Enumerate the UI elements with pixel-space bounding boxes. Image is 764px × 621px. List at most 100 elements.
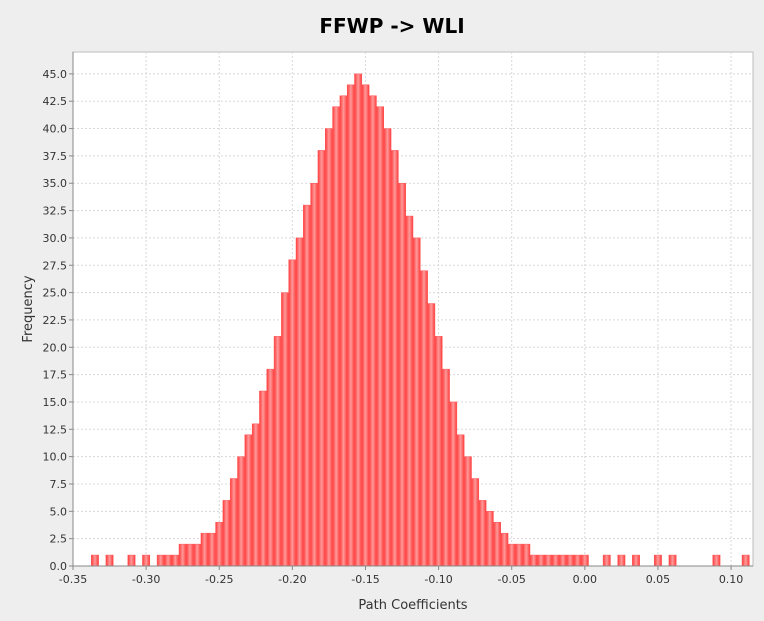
y-axis-label: Frequency bbox=[21, 275, 36, 342]
x-tick-label: -0.25 bbox=[205, 573, 233, 586]
x-axis-label: Path Coefficients bbox=[358, 598, 467, 613]
histogram-bar bbox=[303, 204, 311, 567]
x-tick-label: -0.30 bbox=[132, 573, 160, 586]
histogram-bar bbox=[580, 554, 589, 567]
histogram-bar bbox=[478, 500, 487, 567]
histogram-bar bbox=[354, 73, 363, 567]
histogram-bar bbox=[266, 368, 275, 567]
x-axis-ticks: -0.35 -0.30 -0.25 -0.20 -0.15 -0.10 -0.05 0.00 0… bbox=[59, 566, 744, 586]
histogram-bar bbox=[91, 554, 99, 567]
x-tick-label: -0.20 bbox=[278, 573, 306, 586]
histogram-bar bbox=[463, 456, 472, 567]
histogram-bar bbox=[339, 95, 348, 567]
y-tick-label: 25.0 bbox=[43, 287, 68, 300]
histogram-bar bbox=[515, 543, 523, 567]
histogram-bar bbox=[325, 128, 333, 567]
histogram-bar bbox=[712, 554, 721, 567]
histogram-bar bbox=[551, 554, 560, 567]
histogram-bar bbox=[171, 554, 180, 567]
y-tick-label: 35.0 bbox=[43, 177, 68, 190]
histogram-bar bbox=[332, 106, 341, 567]
histogram-bar bbox=[200, 532, 209, 567]
histogram-bar bbox=[295, 237, 304, 567]
histogram-bar bbox=[544, 554, 553, 567]
histogram-bar bbox=[105, 554, 114, 567]
histogram-bar bbox=[449, 401, 458, 567]
histogram-bar bbox=[259, 390, 268, 567]
histogram-bar bbox=[215, 522, 224, 567]
histogram-bar bbox=[244, 434, 253, 567]
histogram-bar bbox=[208, 532, 216, 567]
y-tick-label: 2.5 bbox=[50, 533, 68, 546]
histogram-bar bbox=[632, 554, 640, 567]
histogram-bar bbox=[346, 84, 355, 567]
y-tick-label: 0.0 bbox=[50, 560, 68, 573]
histogram-bar bbox=[558, 554, 567, 567]
y-tick-label: 20.0 bbox=[43, 341, 68, 354]
histogram-bar bbox=[156, 554, 165, 567]
histogram-bar bbox=[127, 554, 136, 567]
y-tick-label: 37.5 bbox=[43, 150, 68, 163]
histogram-bar bbox=[281, 292, 289, 567]
histogram-bar bbox=[566, 554, 575, 567]
histogram-bar bbox=[405, 215, 414, 567]
histogram-bar bbox=[573, 554, 582, 567]
histogram-bar bbox=[178, 543, 187, 567]
histogram-bar bbox=[237, 456, 246, 567]
y-tick-label: 17.5 bbox=[43, 369, 68, 382]
x-tick-label: -0.05 bbox=[497, 573, 525, 586]
histogram-bar bbox=[310, 182, 319, 567]
histogram-bar bbox=[427, 303, 436, 567]
histogram-bar bbox=[456, 434, 465, 567]
y-tick-label: 27.5 bbox=[43, 259, 68, 272]
y-tick-label: 40.0 bbox=[43, 123, 68, 136]
histogram-bar bbox=[251, 423, 260, 567]
histogram-bar bbox=[529, 554, 538, 567]
histogram-bar bbox=[376, 106, 385, 567]
histogram-bar bbox=[434, 336, 443, 567]
histogram-bar bbox=[288, 259, 297, 567]
histogram-bar bbox=[412, 237, 421, 567]
histogram-bar bbox=[398, 182, 406, 567]
y-tick-label: 7.5 bbox=[50, 478, 68, 491]
histogram-bar bbox=[420, 270, 428, 567]
y-tick-label: 42.5 bbox=[43, 95, 68, 108]
histogram-bar bbox=[441, 368, 450, 567]
histogram-bar bbox=[229, 478, 238, 567]
histogram-bar bbox=[485, 511, 494, 567]
y-tick-label: 32.5 bbox=[43, 205, 68, 218]
x-tick-label: 0.05 bbox=[646, 573, 671, 586]
histogram-bar bbox=[507, 543, 516, 567]
histogram-bar bbox=[222, 500, 231, 567]
histogram-bar bbox=[361, 84, 370, 567]
histogram-bar bbox=[471, 478, 480, 567]
y-tick-label: 15.0 bbox=[43, 396, 68, 409]
histogram-bar bbox=[741, 554, 750, 567]
histogram-bar bbox=[493, 522, 501, 567]
y-tick-label: 22.5 bbox=[43, 314, 68, 327]
histogram-bar bbox=[602, 554, 611, 567]
histogram-bar bbox=[500, 532, 509, 567]
x-tick-label: -0.35 bbox=[59, 573, 87, 586]
histogram-bar bbox=[654, 554, 662, 567]
histogram-bar bbox=[522, 543, 531, 567]
histogram-bar bbox=[668, 554, 677, 567]
y-tick-label: 10.0 bbox=[43, 451, 68, 464]
y-tick-label: 45.0 bbox=[43, 68, 68, 81]
y-tick-label: 30.0 bbox=[43, 232, 68, 245]
histogram-bars bbox=[91, 73, 750, 567]
x-tick-label: 0.10 bbox=[719, 573, 744, 586]
x-tick-label: 0.00 bbox=[573, 573, 598, 586]
chart-title: FFWP -> WLI bbox=[319, 14, 464, 38]
histogram-bar bbox=[537, 554, 545, 567]
histogram-bar bbox=[193, 543, 202, 567]
y-tick-label: 5.0 bbox=[50, 505, 68, 518]
histogram-bar bbox=[390, 150, 399, 567]
histogram-bar bbox=[617, 554, 626, 567]
histogram-bar bbox=[164, 554, 172, 567]
y-axis-ticks: 0.0 2.5 5.0 7.5 10.0 12.5 15.0 17.5 20.0 22.5 25.0… bbox=[43, 68, 73, 573]
histogram-bar bbox=[273, 336, 282, 567]
x-tick-label: -0.10 bbox=[424, 573, 452, 586]
